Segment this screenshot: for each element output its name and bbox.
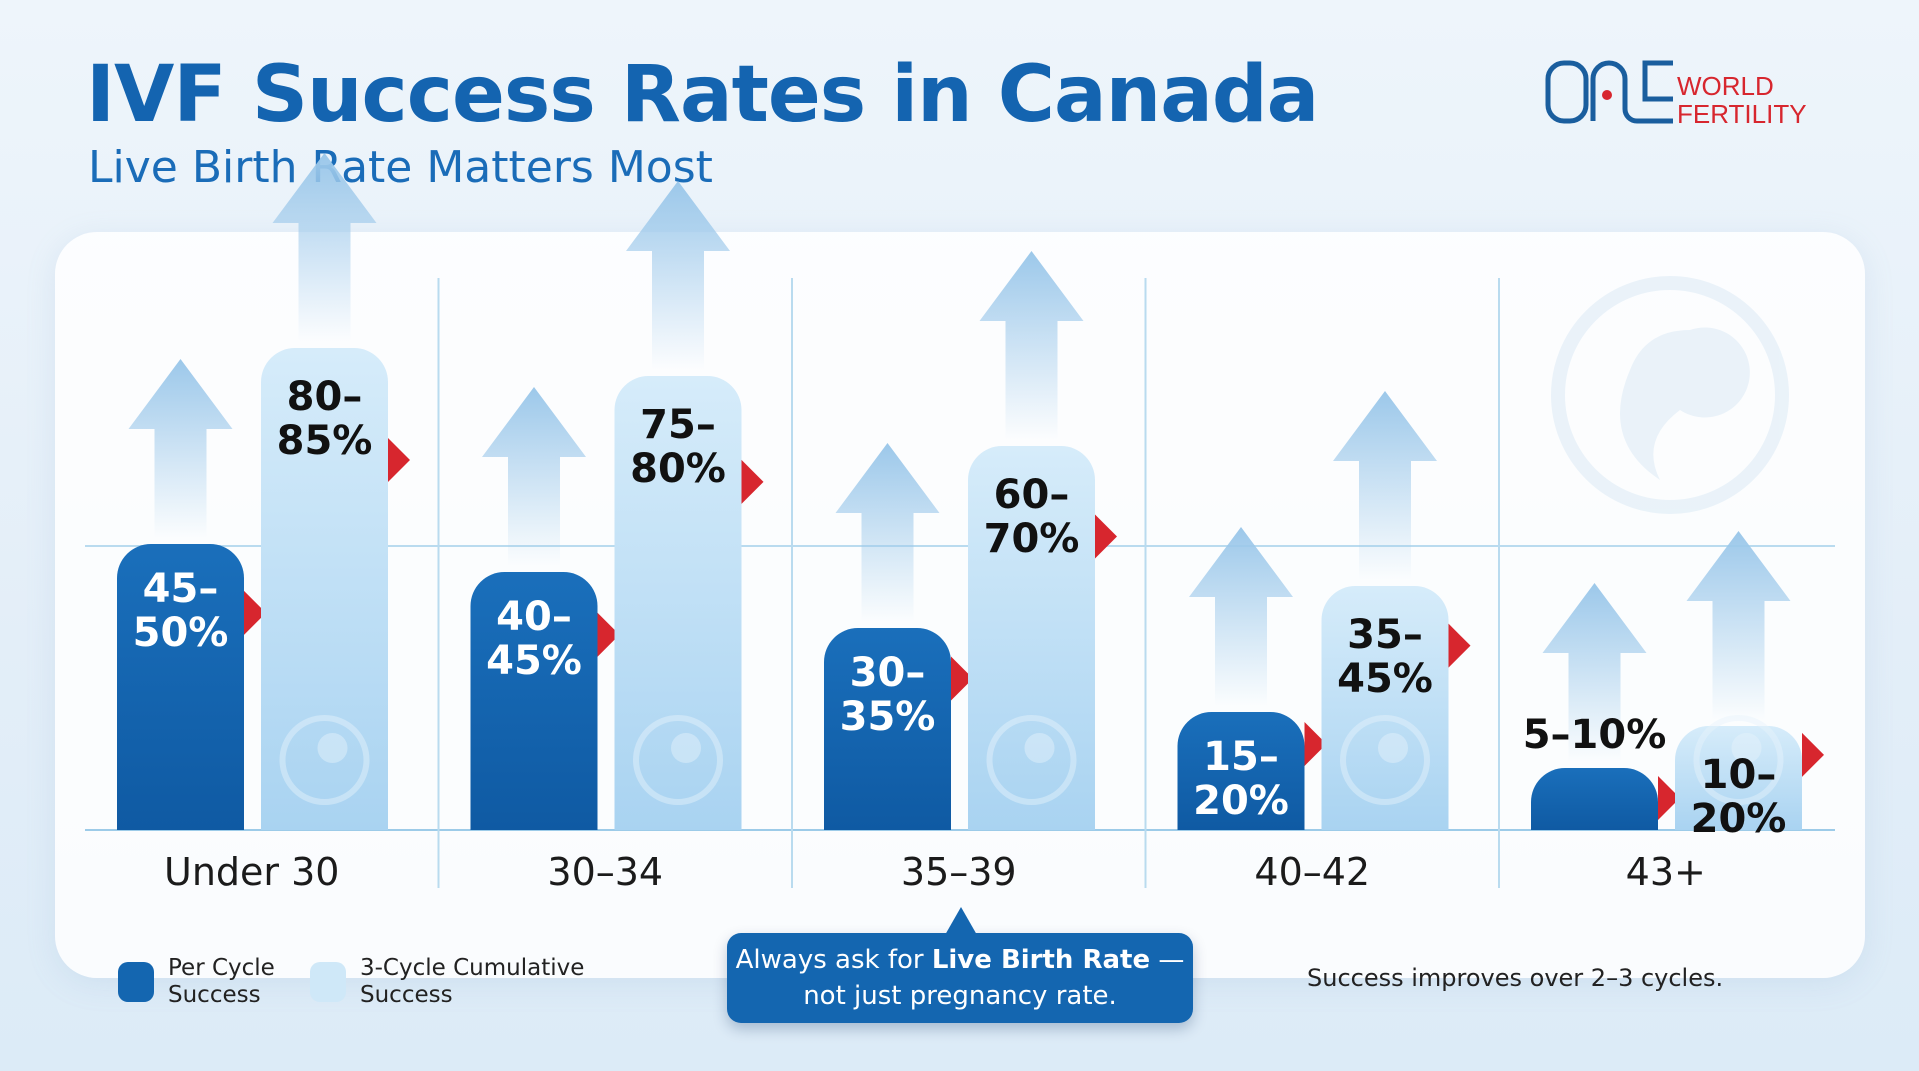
legend-item-per-cycle: Per Cycle Success: [118, 955, 275, 1009]
data-label: 60– 70%: [984, 472, 1080, 562]
up-arrow-icon: [626, 181, 730, 370]
category-label: 30–34: [547, 850, 663, 894]
bar-per-cycle: [1177, 712, 1305, 830]
category-label: 43+: [1626, 850, 1706, 894]
logo-text-bottom: FERTILITY: [1677, 99, 1807, 129]
data-label: 5–10%: [1523, 712, 1667, 758]
fetus-icon: [1693, 715, 1784, 805]
up-arrow-icon: [1189, 527, 1293, 706]
legend-item-cumulative: 3-Cycle Cumulative Success: [310, 955, 584, 1009]
logo-text-top: WORLD: [1677, 71, 1774, 101]
marker-icon: [388, 438, 410, 483]
bar-per-cycle: [1531, 768, 1658, 830]
callout-line2: not just pregnancy rate.: [803, 981, 1117, 1011]
marker-icon: [951, 656, 973, 701]
category-label: 35–39: [901, 850, 1017, 894]
fetus-icon: [279, 715, 370, 805]
callout-bold: Live Birth Rate: [931, 945, 1151, 975]
up-arrow-icon: [1686, 531, 1791, 720]
bar-cumulative: [261, 348, 388, 830]
marker-icon: [244, 590, 266, 635]
marker-icon: [1658, 776, 1680, 820]
logo: WORLD FERTILITY: [1545, 60, 1807, 129]
marker-icon: [597, 612, 620, 657]
footnote: Success improves over 2–3 cycles.: [1307, 964, 1724, 992]
data-label: 75– 80%: [630, 402, 726, 492]
page-subtitle: Live Birth Rate Matters Most: [88, 142, 713, 193]
fetus-icon: [633, 715, 723, 805]
marker-icon: [1095, 514, 1117, 559]
marker-icon: [1802, 732, 1824, 777]
data-label: 35– 45%: [1337, 612, 1433, 702]
page-title: IVF Success Rates in Canada: [86, 50, 1319, 140]
bar-per-cycle: [470, 572, 598, 830]
fetus-icon: [1340, 715, 1430, 805]
data-label: 40– 45%: [486, 594, 582, 684]
marker-icon: [1448, 623, 1471, 668]
marker-icon: [1304, 721, 1327, 766]
data-label: 10– 20%: [1691, 752, 1787, 842]
up-arrow-icon: [1333, 391, 1437, 580]
data-label: 15– 20%: [1193, 734, 1289, 824]
legend-label: Per Cycle Success: [168, 955, 275, 1008]
callout-post: —: [1150, 945, 1185, 975]
up-arrow-icon: [1542, 583, 1647, 762]
legend-label: 3-Cycle Cumulative Success: [360, 955, 585, 1008]
bar-per-cycle: [824, 628, 951, 830]
fetus-icon: [1551, 276, 1789, 514]
data-label: 80– 85%: [277, 374, 373, 464]
bar-cumulative: [1675, 726, 1802, 830]
bar-cumulative: [1321, 586, 1449, 830]
up-arrow-icon: [272, 153, 377, 342]
data-label: 30– 35%: [840, 650, 936, 740]
bar-cumulative: [968, 446, 1095, 830]
bar-cumulative: [614, 376, 742, 830]
callout-box: Always ask for Live Birth Rate — not jus…: [727, 907, 1193, 1023]
up-arrow-icon: [482, 387, 586, 566]
up-arrow-icon: [979, 251, 1084, 440]
data-label: 45– 50%: [133, 566, 229, 656]
category-label: Under 30: [164, 850, 339, 894]
marker-icon: [741, 459, 764, 504]
category-label: 40–42: [1254, 850, 1370, 894]
bar-per-cycle: [117, 544, 244, 830]
fetus-icon: [986, 715, 1077, 805]
legend-swatch: [310, 962, 346, 1002]
callout-pre: Always ask for: [735, 945, 932, 975]
legend-swatch: [118, 962, 154, 1002]
up-arrow-icon: [835, 443, 940, 622]
up-arrow-icon: [128, 359, 233, 538]
